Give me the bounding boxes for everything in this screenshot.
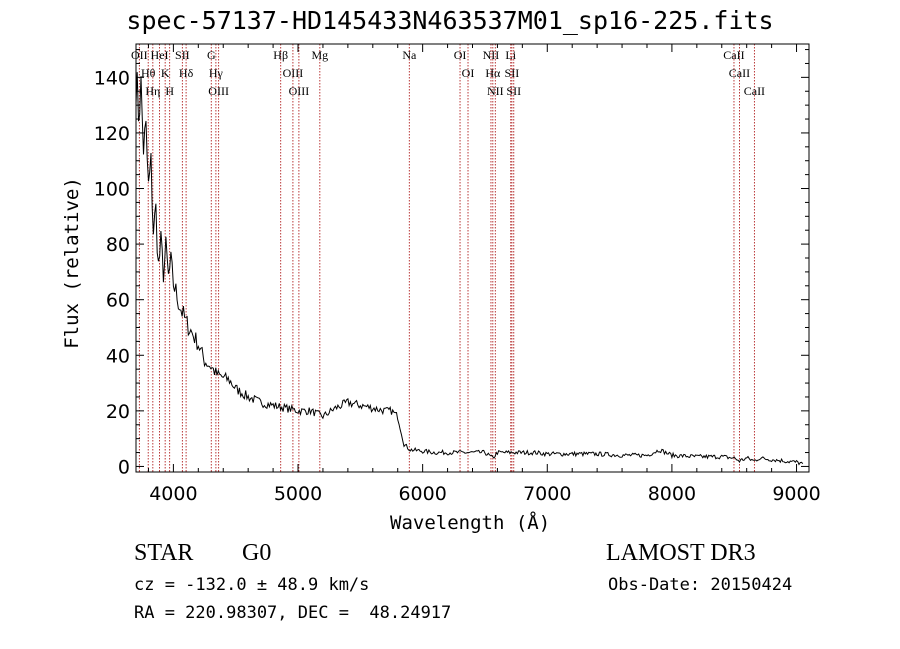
marker-label-0: OII	[131, 48, 148, 62]
y-tick-label: 0	[118, 456, 130, 478]
y-tick-label: 60	[106, 290, 130, 312]
marker-label-6: SII	[175, 48, 190, 62]
x-axis: 4000 5000 6000 7000 8000 9000	[147, 44, 821, 505]
marker-label-14: Mg	[311, 48, 328, 62]
observation-date: Obs-Date: 20150424	[608, 575, 793, 595]
y-tick-label: 40	[106, 345, 130, 367]
marker-label-24: CaII	[723, 48, 744, 62]
redshift-velocity: cz = -132.0 ± 48.9 km/s	[134, 575, 370, 595]
marker-label-26: CaII	[744, 84, 765, 98]
y-tick-label: 100	[94, 179, 130, 201]
y-tick-label: 80	[106, 234, 130, 256]
marker-label-22: SII	[505, 66, 520, 80]
marker-label-5: H	[165, 84, 174, 98]
marker-label-16: OI	[454, 48, 467, 62]
marker-label-18: NII	[483, 48, 500, 62]
marker-label-25: CaII	[729, 66, 750, 80]
marker-label-8: G	[207, 48, 216, 62]
marker-label-7: Hδ	[179, 66, 194, 80]
marker-label-21: Li	[505, 48, 516, 62]
line-marker-labels: OII Hθ Hη HeI KH SII Hδ G Hγ OIII Hβ OIII OIII Mg Na OI…	[131, 48, 765, 98]
y-tick-label: 140	[94, 67, 130, 89]
marker-label-15: Na	[402, 48, 417, 62]
marker-label-4: K	[161, 66, 170, 80]
y-tick-label: 120	[94, 123, 130, 145]
spectrum-line	[135, 72, 804, 466]
marker-label-20: NII	[487, 84, 504, 98]
marker-label-10: OIII	[208, 84, 229, 98]
marker-label-19: Hα	[485, 66, 501, 80]
survey-name: LAMOST DR3	[606, 540, 756, 566]
marker-label-3: HeI	[151, 48, 169, 62]
object-class: STAR	[134, 540, 194, 566]
y-tick-label: 20	[106, 401, 130, 423]
x-tick-label: 8000	[648, 483, 696, 505]
coordinates: RA = 220.98307, DEC = 48.24917	[134, 603, 452, 623]
marker-label-12: OIII	[283, 66, 304, 80]
marker-label-11: Hβ	[273, 48, 288, 62]
y-axis-label: Flux (relative)	[61, 177, 83, 349]
object-subclass: G0	[242, 540, 272, 566]
x-tick-label: 5000	[274, 483, 322, 505]
x-tick-label: 6000	[398, 483, 446, 505]
chart-title: spec-57137-HD145433N463537M01_sp16-225.f…	[126, 6, 774, 35]
y-axis: 0 20 40 60 80 100 120 140	[94, 49, 809, 478]
line-markers	[138, 44, 755, 472]
marker-label-13: OIII	[289, 84, 310, 98]
x-tick-label: 7000	[523, 483, 571, 505]
marker-label-17: OI	[462, 66, 475, 80]
plot-frame	[135, 43, 810, 473]
x-tick-label: 9000	[772, 483, 820, 505]
marker-label-9: Hγ	[209, 66, 224, 80]
marker-label-23: SII	[506, 84, 521, 98]
x-axis-label: Wavelength (Å)	[390, 512, 551, 534]
x-tick-label: 4000	[149, 483, 197, 505]
marker-label-1: Hθ	[141, 66, 156, 80]
marker-label-2: Hη	[145, 84, 160, 98]
